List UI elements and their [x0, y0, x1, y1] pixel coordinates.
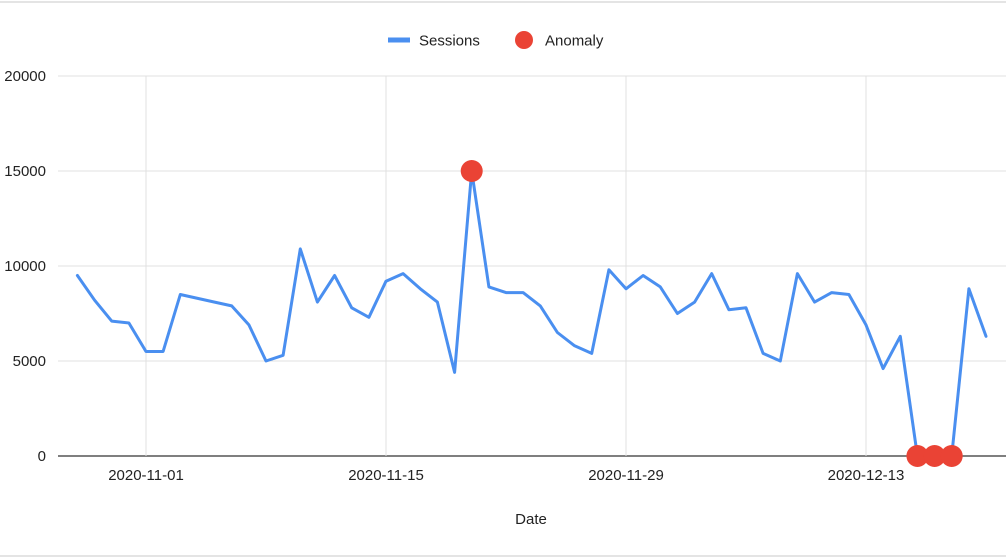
legend-label-anomaly: Anomaly	[545, 33, 604, 50]
anomaly-point	[923, 445, 946, 467]
x-axis: 2020-11-01 2020-11-15 2020-11-29 2020-12-13	[108, 467, 904, 484]
y-tick-label: 10000	[4, 258, 46, 275]
sessions-series-line	[75, 169, 988, 458]
plot-area	[75, 160, 988, 467]
x-tick-label: 2020-11-15	[348, 467, 424, 484]
anomaly-point	[940, 445, 963, 467]
y-tick-label: 20000	[4, 68, 46, 85]
y-axis: 0 5000 10000 15000 20000	[4, 68, 46, 465]
y-tick-label: 15000	[4, 163, 46, 180]
anomaly-point	[460, 160, 483, 182]
y-tick-label: 5000	[13, 353, 46, 370]
x-axis-title: Date	[515, 511, 547, 528]
legend: Sessions Anomaly	[388, 31, 604, 50]
y-tick-label: 0	[38, 448, 46, 465]
legend-swatch-anomaly	[515, 31, 533, 49]
anomaly-point	[906, 445, 929, 467]
x-tick-label: 2020-11-01	[108, 467, 184, 484]
legend-label-sessions: Sessions	[419, 33, 480, 50]
gridlines	[58, 75, 1006, 457]
x-tick-label: 2020-12-13	[828, 467, 905, 484]
x-tick-label: 2020-11-29	[588, 467, 664, 484]
